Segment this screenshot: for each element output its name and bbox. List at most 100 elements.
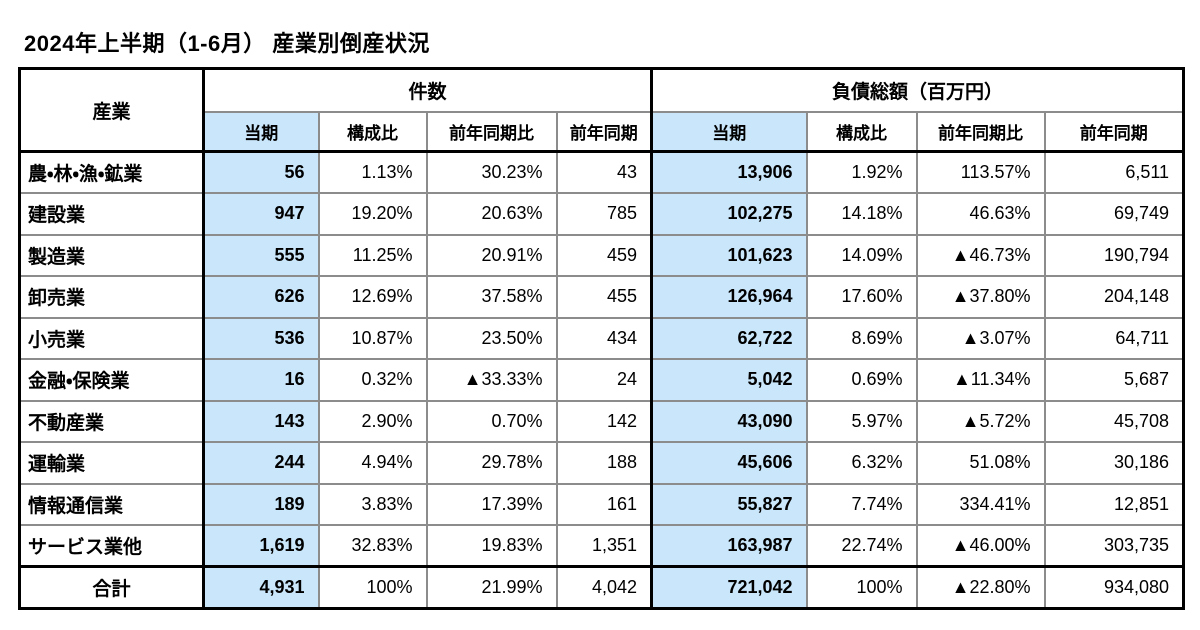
liabilities-current-cell: 62,722 [650, 316, 808, 360]
cases-yoy-change-cell: 20.63% [425, 192, 558, 236]
table-row: 建設業 947 19.20% 20.63% 785 102,275 14.18% 46.63%… [18, 192, 1185, 236]
page-title: 2024年上半期（1-6月） 産業別倒産状況 [24, 31, 430, 56]
liabilities-current-cell: 45,606 [650, 441, 808, 485]
table-row: 製造業 555 11.25% 20.91% 459 101,623 14.09% ▲46.73… [18, 233, 1185, 277]
liabilities-share-cell: 0.69% [805, 358, 918, 402]
cases-current-cell: 189 [202, 482, 320, 526]
cases-current-cell: 4,931 [202, 565, 320, 610]
liabilities-current-cell: 43,090 [650, 399, 808, 443]
cases-prior-year-cell: 142 [555, 399, 653, 443]
liabilities-yoy-change-cell: ▲22.80% [915, 565, 1046, 610]
cases-yoy-change-cell: 30.23% [425, 150, 558, 194]
liabilities-yoy-change-cell: 113.57% [915, 150, 1046, 194]
liabilities-current-cell: 126,964 [650, 275, 808, 319]
table-row: 不動産業 143 2.90% 0.70% 142 43,090 5.97% ▲5.72% 45,… [18, 399, 1185, 443]
liabilities-yoy-change-cell: ▲11.34% [915, 358, 1046, 402]
industry-name-cell: 運輸業 [18, 441, 205, 485]
cases-prior-year-cell: 188 [555, 441, 653, 485]
liabilities-yoy-change-header: 前年同期比 [915, 110, 1046, 153]
liabilities-yoy-change-cell: ▲46.00% [915, 524, 1046, 568]
liabilities-group-header: 負債総額（百万円） [650, 67, 1185, 113]
cases-share-cell: 12.69% [317, 275, 428, 319]
cases-share-cell: 2.90% [317, 399, 428, 443]
table-row: 情報通信業 189 3.83% 17.39% 161 55,827 7.74% 334.41%… [18, 482, 1185, 526]
liabilities-prior-year-cell: 5,687 [1043, 358, 1185, 402]
cases-yoy-change-cell: 17.39% [425, 482, 558, 526]
industry-name-cell: 不動産業 [18, 399, 205, 443]
table-row: 金融・保険業 16 0.32% ▲33.33% 24 5,042 0.69% ▲11.34% 5… [18, 358, 1185, 402]
cases-share-cell: 0.32% [317, 358, 428, 402]
industry-name-cell: 金融・保険業 [18, 358, 205, 402]
table-row: 農・林・漁・鉱業 56 1.13% 30.23% 43 13,906 1.92% 113.57… [18, 150, 1185, 194]
liabilities-prior-year-cell: 64,711 [1043, 316, 1185, 360]
cases-prior-year-header: 前年同期 [555, 110, 653, 153]
liabilities-yoy-change-cell: ▲37.80% [915, 275, 1046, 319]
liabilities-share-cell: 100% [805, 565, 918, 610]
liabilities-share-cell: 8.69% [805, 316, 918, 360]
cases-current-cell: 56 [202, 150, 320, 194]
cases-share-cell: 4.94% [317, 441, 428, 485]
table-row: 運輸業 244 4.94% 29.78% 188 45,606 6.32% 51.08% 30,… [18, 441, 1185, 485]
cases-yoy-change-cell: 37.58% [425, 275, 558, 319]
cases-prior-year-cell: 459 [555, 233, 653, 277]
cases-yoy-change-cell: ▲33.33% [425, 358, 558, 402]
liabilities-yoy-change-cell: ▲3.07% [915, 316, 1046, 360]
liabilities-share-cell: 22.74% [805, 524, 918, 568]
liabilities-share-header: 構成比 [805, 110, 918, 153]
bankruptcy-by-industry-table: 産業 件数 負債総額（百万円） 当期 構成比 前年同期比 前年同期 当期 構成比 前年同期比… [18, 67, 1186, 610]
cases-current-cell: 536 [202, 316, 320, 360]
liabilities-yoy-change-cell: 51.08% [915, 441, 1046, 485]
table-row: 卸売業 626 12.69% 37.58% 455 126,964 17.60% ▲37.80… [18, 275, 1185, 319]
cases-share-cell: 10.87% [317, 316, 428, 360]
cases-yoy-change-cell: 21.99% [425, 565, 558, 610]
cases-prior-year-cell: 1,351 [555, 524, 653, 568]
total-row: 合計 4,931 100% 21.99% 4,042 721,042 100% ▲22.80%… [18, 565, 1185, 610]
cases-share-cell: 11.25% [317, 233, 428, 277]
liabilities-prior-year-cell: 12,851 [1043, 482, 1185, 526]
liabilities-share-cell: 6.32% [805, 441, 918, 485]
cases-prior-year-cell: 161 [555, 482, 653, 526]
cases-group-header: 件数 [202, 67, 653, 113]
page: 2024年上半期（1-6月） 産業別倒産状況 産業 件数 負債総額（百万円） 当… [18, 31, 1186, 610]
cases-prior-year-cell: 785 [555, 192, 653, 236]
table-row: 小売業 536 10.87% 23.50% 434 62,722 8.69% ▲3.07% 64… [18, 316, 1185, 360]
liabilities-current-cell: 5,042 [650, 358, 808, 402]
liabilities-yoy-change-cell: ▲46.73% [915, 233, 1046, 277]
liabilities-current-cell: 101,623 [650, 233, 808, 277]
liabilities-current-cell: 13,906 [650, 150, 808, 194]
industry-name-cell: 小売業 [18, 316, 205, 360]
liabilities-share-cell: 5.97% [805, 399, 918, 443]
liabilities-prior-year-cell: 45,708 [1043, 399, 1185, 443]
liabilities-yoy-change-cell: 334.41% [915, 482, 1046, 526]
liabilities-prior-year-cell: 303,735 [1043, 524, 1185, 568]
liabilities-prior-year-cell: 934,080 [1043, 565, 1185, 610]
group-header-row: 産業 件数 負債総額（百万円） [18, 67, 1185, 153]
cases-yoy-change-cell: 29.78% [425, 441, 558, 485]
cases-yoy-change-cell: 23.50% [425, 316, 558, 360]
cases-prior-year-cell: 24 [555, 358, 653, 402]
liabilities-current-cell: 102,275 [650, 192, 808, 236]
cases-share-cell: 1.13% [317, 150, 428, 194]
liabilities-share-cell: 14.18% [805, 192, 918, 236]
industry-name-cell: 卸売業 [18, 275, 205, 319]
cases-share-cell: 32.83% [317, 524, 428, 568]
cases-current-header: 当期 [202, 110, 320, 153]
industry-column-header: 産業 [18, 67, 205, 153]
cases-yoy-change-cell: 20.91% [425, 233, 558, 277]
industry-name-cell: サービス業他 [18, 524, 205, 568]
cases-share-cell: 3.83% [317, 482, 428, 526]
liabilities-prior-year-cell: 204,148 [1043, 275, 1185, 319]
liabilities-share-cell: 7.74% [805, 482, 918, 526]
cases-share-cell: 100% [317, 565, 428, 610]
total-label-cell: 合計 [18, 565, 205, 610]
cases-current-cell: 143 [202, 399, 320, 443]
sub-header-row: 当期 構成比 前年同期比 前年同期 当期 構成比 前年同期比 前年同期 [20, 110, 1185, 153]
cases-prior-year-cell: 434 [555, 316, 653, 360]
cases-yoy-change-cell: 19.83% [425, 524, 558, 568]
cases-current-cell: 16 [202, 358, 320, 402]
liabilities-current-cell: 721,042 [650, 565, 808, 610]
cases-current-cell: 555 [202, 233, 320, 277]
liabilities-prior-year-cell: 69,749 [1043, 192, 1185, 236]
cases-current-cell: 626 [202, 275, 320, 319]
liabilities-share-cell: 17.60% [805, 275, 918, 319]
